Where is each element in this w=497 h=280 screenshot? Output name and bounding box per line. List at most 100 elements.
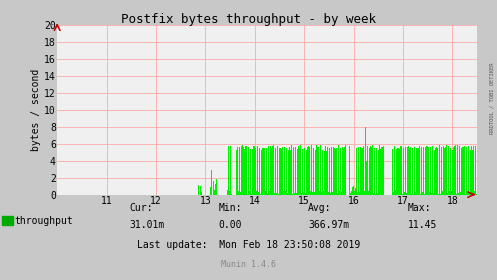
- Bar: [430, 146, 431, 195]
- Bar: [334, 148, 335, 195]
- Bar: [370, 146, 371, 195]
- Bar: [340, 148, 341, 195]
- Bar: [250, 149, 251, 195]
- Bar: [438, 194, 439, 195]
- Bar: [313, 145, 314, 195]
- Bar: [437, 148, 438, 195]
- Bar: [252, 149, 253, 195]
- Bar: [262, 148, 263, 195]
- Bar: [308, 146, 309, 195]
- Bar: [344, 193, 345, 195]
- Bar: [366, 161, 367, 195]
- Bar: [369, 148, 370, 195]
- Bar: [321, 192, 322, 195]
- Bar: [241, 146, 242, 195]
- Bar: [300, 145, 301, 195]
- Bar: [282, 148, 283, 195]
- Bar: [456, 194, 457, 195]
- Bar: [243, 147, 244, 195]
- Bar: [312, 192, 313, 195]
- Bar: [319, 147, 320, 195]
- Bar: [331, 147, 332, 195]
- Text: Last update:  Mon Feb 18 23:50:08 2019: Last update: Mon Feb 18 23:50:08 2019: [137, 240, 360, 250]
- Bar: [216, 179, 217, 195]
- Bar: [236, 150, 237, 195]
- Bar: [454, 146, 455, 195]
- Text: 31.01m: 31.01m: [129, 220, 165, 230]
- Bar: [237, 147, 238, 195]
- Bar: [355, 188, 356, 195]
- Bar: [271, 148, 272, 195]
- Bar: [230, 146, 231, 195]
- Bar: [448, 146, 449, 195]
- Text: Avg:: Avg:: [308, 203, 331, 213]
- Bar: [362, 148, 363, 195]
- Bar: [338, 147, 339, 195]
- Bar: [304, 148, 305, 195]
- Bar: [228, 146, 229, 195]
- Bar: [427, 192, 428, 195]
- Bar: [324, 151, 325, 195]
- Bar: [442, 191, 443, 195]
- Bar: [265, 191, 266, 195]
- Bar: [372, 145, 373, 195]
- Bar: [419, 146, 420, 195]
- Bar: [211, 170, 212, 195]
- Bar: [231, 194, 232, 195]
- Bar: [471, 146, 472, 195]
- Bar: [358, 147, 359, 195]
- Bar: [251, 148, 252, 195]
- Bar: [278, 147, 279, 195]
- Bar: [404, 192, 405, 195]
- Bar: [375, 194, 376, 195]
- Bar: [461, 148, 462, 195]
- Bar: [284, 147, 285, 195]
- Bar: [434, 150, 435, 195]
- Bar: [467, 192, 468, 195]
- Bar: [376, 147, 377, 195]
- Bar: [392, 149, 393, 195]
- Bar: [327, 146, 328, 195]
- Bar: [401, 146, 402, 195]
- Bar: [421, 147, 422, 195]
- Bar: [289, 147, 290, 195]
- Text: 366.97m: 366.97m: [308, 220, 349, 230]
- Bar: [242, 194, 243, 195]
- Bar: [310, 150, 311, 195]
- Bar: [335, 193, 336, 195]
- Bar: [241, 148, 242, 195]
- Bar: [281, 149, 282, 195]
- Bar: [343, 149, 344, 195]
- Bar: [286, 148, 287, 195]
- Bar: [360, 148, 361, 195]
- Bar: [255, 148, 256, 195]
- Bar: [345, 145, 346, 195]
- Bar: [418, 193, 419, 195]
- Text: 11.45: 11.45: [408, 220, 437, 230]
- Bar: [280, 148, 281, 195]
- Bar: [301, 193, 302, 195]
- Bar: [431, 193, 432, 195]
- Bar: [263, 191, 264, 195]
- Bar: [354, 192, 355, 195]
- Bar: [407, 147, 408, 195]
- Bar: [423, 147, 424, 195]
- Bar: [317, 147, 318, 195]
- Bar: [297, 149, 298, 195]
- Bar: [359, 192, 360, 195]
- Text: Munin 1.4.6: Munin 1.4.6: [221, 260, 276, 269]
- Bar: [273, 145, 274, 195]
- Bar: [380, 149, 381, 195]
- Bar: [469, 193, 470, 195]
- Bar: [429, 192, 430, 195]
- Bar: [351, 192, 352, 195]
- Bar: [305, 193, 306, 195]
- Bar: [337, 193, 338, 195]
- Bar: [425, 147, 426, 195]
- Bar: [402, 148, 403, 195]
- Bar: [424, 149, 425, 195]
- Bar: [422, 192, 423, 195]
- Bar: [259, 148, 260, 195]
- Bar: [328, 147, 329, 195]
- Bar: [293, 147, 294, 195]
